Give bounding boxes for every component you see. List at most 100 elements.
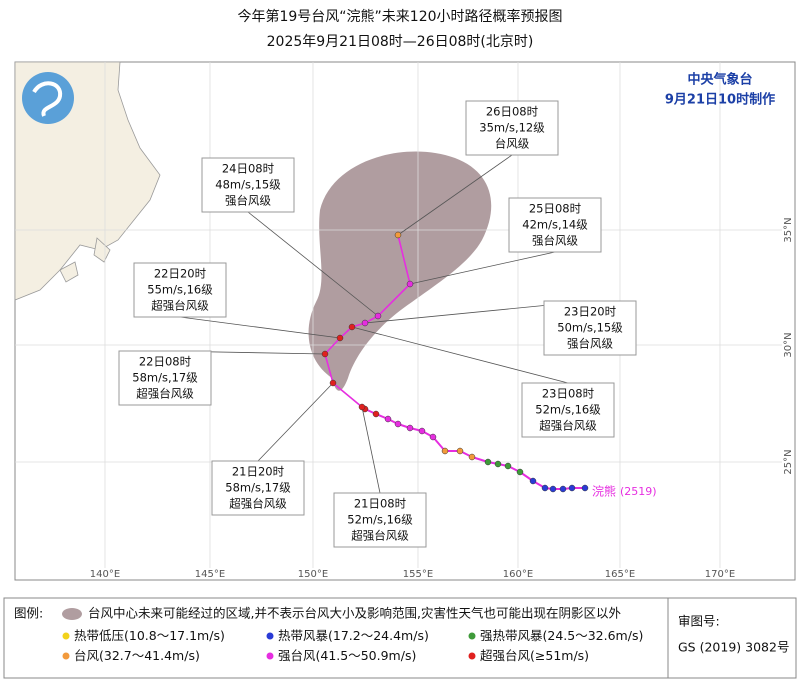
forecast-time: 21日20时 bbox=[232, 465, 285, 479]
legend-item: 热带风暴(17.2～24.4m/s) bbox=[278, 628, 429, 643]
forecast-box bbox=[508, 197, 602, 253]
legend-item: 热带低压(10.8～17.1m/s) bbox=[74, 628, 225, 643]
legend-swatch bbox=[62, 652, 70, 660]
legend-name: 超强台风 bbox=[480, 648, 531, 663]
track-point bbox=[394, 420, 402, 428]
legend-item: 超强台风(≥51m/s) bbox=[480, 648, 589, 663]
forecast-wind: 48m/s,15级 bbox=[215, 178, 281, 192]
forecast-wind: 52m/s,16级 bbox=[535, 403, 601, 417]
forecast-box bbox=[118, 350, 212, 406]
legend-range: (24.5～32.6m/s) bbox=[543, 628, 644, 643]
legend-range: (≥51m/s) bbox=[530, 648, 589, 663]
track-point bbox=[429, 433, 437, 441]
track-point bbox=[541, 484, 549, 492]
approval-number: GS (2019) 3082号 bbox=[678, 640, 789, 655]
forecast-point bbox=[406, 280, 414, 288]
track-point bbox=[568, 484, 576, 492]
track-point bbox=[384, 415, 392, 423]
forecast-time: 23日20时 bbox=[564, 305, 617, 319]
logo-mark bbox=[32, 81, 63, 117]
forecast-box bbox=[543, 300, 637, 356]
legend-title: 图例: bbox=[14, 606, 43, 621]
leader-line bbox=[179, 316, 341, 339]
logo bbox=[22, 72, 74, 124]
forecast-time: 25日08时 bbox=[529, 202, 582, 216]
legend-range: (41.5～50.9m/s) bbox=[316, 648, 417, 663]
forecast-track bbox=[377, 283, 411, 317]
probability-cone bbox=[308, 151, 492, 391]
leader-line bbox=[247, 211, 379, 317]
track-point bbox=[406, 424, 414, 432]
track-point bbox=[441, 447, 449, 455]
typhoon-name: 浣熊 bbox=[592, 484, 616, 499]
track-point bbox=[484, 458, 492, 466]
legend-name: 强台风 bbox=[278, 648, 316, 663]
forecast-wind: 50m/s,15级 bbox=[557, 321, 623, 335]
legend-swatch bbox=[62, 632, 70, 640]
track-point bbox=[372, 410, 380, 418]
forecast-box bbox=[521, 382, 615, 438]
forecast-grade: 超强台风级 bbox=[229, 497, 287, 511]
lat-label: 35°N bbox=[783, 217, 794, 242]
legend-swatch bbox=[468, 632, 476, 640]
lat-label: 30°N bbox=[783, 332, 794, 357]
forecast-grade: 强台风级 bbox=[567, 337, 613, 351]
legend: 图例: 台风中心未来可能经过的区域,并不表示台风大小及影响范围,灾害性天气也可能… bbox=[3, 597, 797, 679]
typhoon-code: (2519) bbox=[620, 485, 657, 498]
forecast-point bbox=[358, 403, 366, 411]
leader-line bbox=[257, 382, 334, 462]
forecast-point bbox=[348, 323, 356, 331]
forecast-grade: 强台风级 bbox=[225, 194, 271, 208]
track-point bbox=[468, 453, 476, 461]
forecast-grade: 超强台风级 bbox=[151, 299, 209, 313]
approval-label: 审图号: bbox=[678, 614, 720, 629]
title: 今年第19号台风“浣熊”未来120小时路径概率预报图 bbox=[237, 8, 562, 25]
lon-label: 155°E bbox=[403, 569, 433, 580]
track-point bbox=[516, 468, 524, 476]
track-point bbox=[549, 485, 557, 493]
lon-label: 165°E bbox=[605, 569, 635, 580]
forecast-grade: 超强台风级 bbox=[539, 419, 597, 433]
lon-label: 170°E bbox=[705, 569, 735, 580]
track-point bbox=[494, 460, 502, 468]
leader-line bbox=[351, 326, 569, 384]
forecast-point bbox=[394, 231, 402, 239]
forecast-time: 23日08时 bbox=[542, 387, 595, 401]
map-area: 140°E 145°E 150°E 155°E 160°E 165°E 170°E 35°N 3… bbox=[14, 61, 796, 581]
forecast-track bbox=[397, 234, 411, 285]
legend-frame bbox=[3, 597, 797, 679]
forecast-box bbox=[201, 157, 295, 213]
legend-swatch bbox=[468, 652, 476, 660]
forecast-wind: 55m/s,16级 bbox=[147, 283, 213, 297]
track-point bbox=[529, 477, 537, 485]
forecast-track bbox=[332, 382, 363, 408]
forecast-wind: 58m/s,17级 bbox=[225, 481, 291, 495]
legend-item: 台风(32.7～41.4m/s) bbox=[74, 648, 200, 663]
issued: 9月21日10时制作 bbox=[665, 92, 775, 108]
lon-label: 145°E bbox=[195, 569, 225, 580]
track-point bbox=[504, 462, 512, 470]
leader-line bbox=[361, 406, 381, 494]
forecast-point bbox=[374, 312, 382, 320]
lon-label: 140°E bbox=[90, 569, 120, 580]
forecast-grade: 超强台风级 bbox=[351, 529, 409, 543]
leader-line bbox=[409, 251, 556, 285]
legend-item: 强台风(41.5～50.9m/s) bbox=[278, 648, 416, 663]
forecast-time: 26日08时 bbox=[486, 105, 539, 119]
forecast-wind: 35m/s,12级 bbox=[479, 121, 545, 135]
legend-cone: 台风中心未来可能经过的区域,并不表示台风大小及影响范围,灾害性天气也可能出现在阴… bbox=[88, 606, 621, 621]
legend-swatch bbox=[266, 652, 274, 660]
forecast-grade: 台风级 bbox=[495, 137, 530, 151]
lon-label: 150°E bbox=[298, 569, 328, 580]
legend-range: (32.7～41.4m/s) bbox=[99, 648, 200, 663]
legend-name: 热带风暴 bbox=[278, 628, 329, 643]
legend-name: 强热带风暴 bbox=[480, 628, 543, 643]
forecast-time: 24日08时 bbox=[222, 162, 275, 176]
forecast-box bbox=[333, 492, 427, 548]
legend-item: 强热带风暴(24.5～32.6m/s) bbox=[480, 628, 643, 643]
forecast-track bbox=[324, 337, 341, 355]
forecast-box bbox=[465, 100, 559, 156]
subtitle: 2025年9月21日08时—26日08时(北京时) bbox=[267, 34, 534, 50]
forecast-point bbox=[321, 350, 329, 358]
